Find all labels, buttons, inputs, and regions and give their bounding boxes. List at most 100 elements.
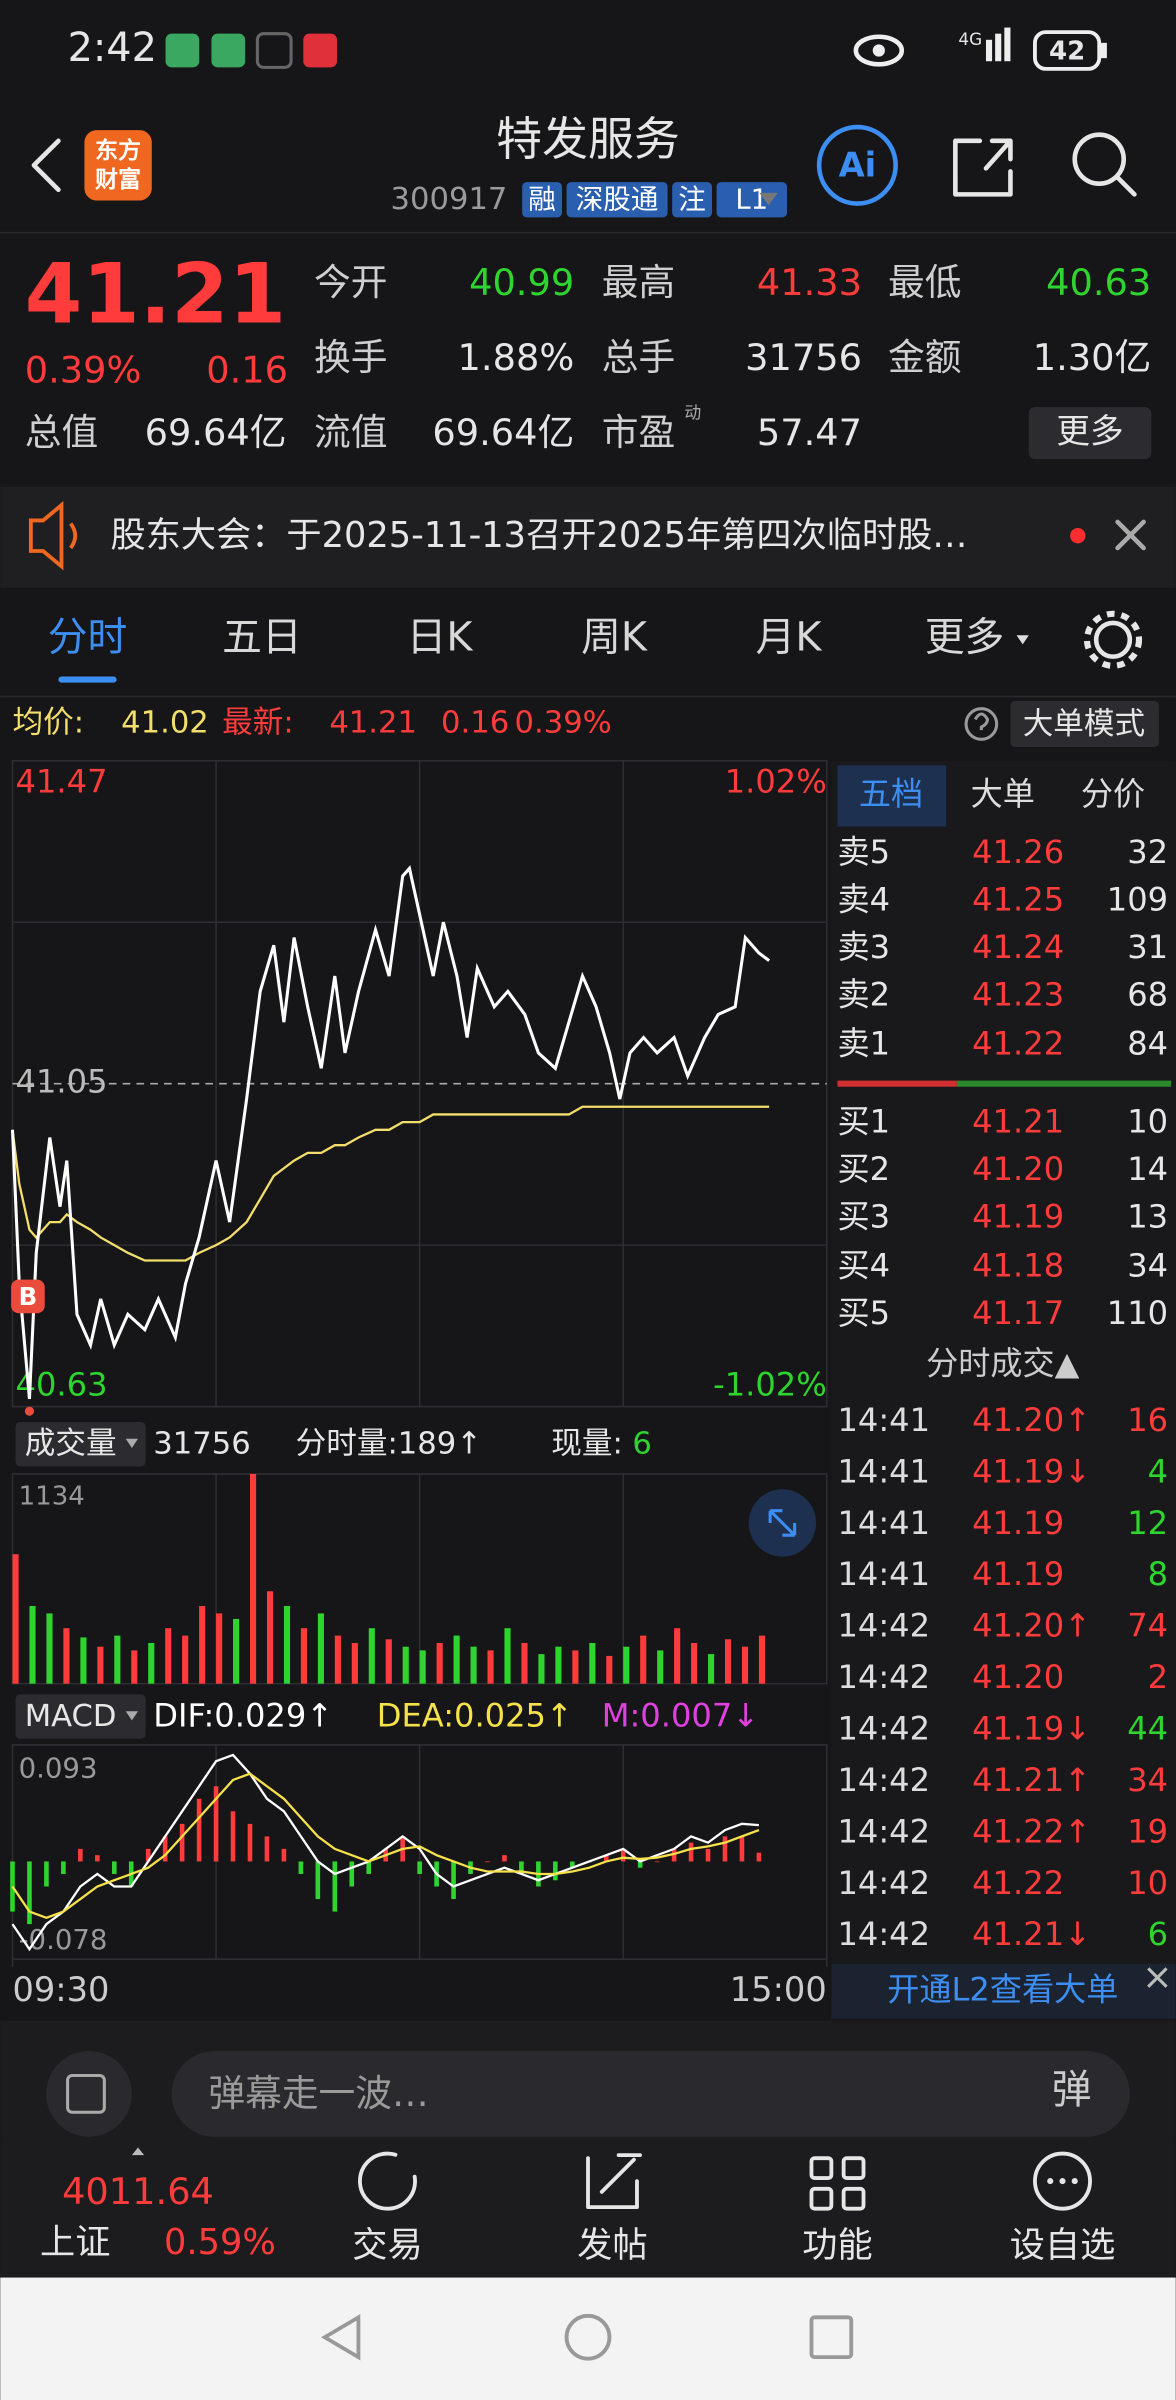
book-tab[interactable]: 大单: [971, 775, 1035, 813]
dropdown-icon[interactable]: [759, 192, 778, 206]
latest-change-pct: 0.39%: [515, 705, 612, 740]
period-tab[interactable]: 周K: [581, 614, 648, 660]
stock-name: 特发服务: [496, 112, 680, 166]
index-change: 0.59%: [164, 2222, 276, 2263]
trade-price: 41.19: [972, 1555, 1064, 1593]
comment-input[interactable]: [171, 2051, 1130, 2137]
buy-marker-dot: [24, 1406, 35, 1416]
index-value[interactable]: 4011.64: [62, 2170, 214, 2213]
trade-time: 14:42: [837, 1761, 930, 1799]
trade-time: 14:42: [837, 1710, 930, 1748]
indicator-name: MACD: [25, 1699, 117, 1734]
avg-price: 41.02: [121, 705, 209, 740]
order-panel: [831, 760, 1176, 2019]
back-button[interactable]: [31, 138, 61, 193]
field-label: 最高: [602, 261, 675, 304]
share-button[interactable]: [953, 138, 1013, 197]
macd-bar: [417, 1861, 422, 1874]
macd-bar: [298, 1861, 304, 1874]
volume-bar: [300, 1628, 308, 1684]
period-tab[interactable]: 月K: [756, 614, 823, 660]
system-back[interactable]: [320, 2313, 361, 2361]
trade-price: 41.22↑: [972, 1812, 1091, 1850]
help-icon[interactable]: [964, 707, 999, 741]
volume-bar: [216, 1613, 223, 1684]
volume-bar: [657, 1650, 664, 1684]
system-nav: [0, 2277, 1176, 2400]
book-price: 41.17: [972, 1294, 1064, 1332]
indicator-select[interactable]: [15, 1694, 146, 1739]
volume-bar: [555, 1646, 562, 1684]
trades-title[interactable]: 分时成交▲: [926, 1344, 1080, 1382]
book-label: 卖4: [837, 881, 890, 919]
logo-text: 东方: [95, 137, 141, 164]
volume-bar: [148, 1642, 155, 1684]
macd-bar: [739, 1836, 745, 1862]
volume-bar: [63, 1628, 70, 1684]
trade-price: 41.21↓: [972, 1915, 1091, 1953]
expand-arrow: [131, 2147, 145, 2156]
system-recent[interactable]: [809, 2315, 854, 2360]
settings-button[interactable]: [1083, 610, 1143, 669]
comment-icon[interactable]: [46, 2051, 132, 2137]
y-tick-label: 41.05: [16, 1063, 108, 1101]
notice-icon: [28, 501, 78, 571]
book-tab[interactable]: 分价: [1081, 775, 1145, 813]
trade-time: 14:41: [837, 1504, 930, 1542]
book-label: 买1: [837, 1102, 890, 1140]
latest-price: 41.21: [329, 705, 417, 740]
period-tab[interactable]: 分时: [48, 614, 128, 660]
book-price: 41.19: [972, 1197, 1064, 1235]
notice-bar[interactable]: [0, 486, 1176, 588]
period-tab[interactable]: 更多: [925, 614, 1005, 660]
nav-item[interactable]: 交易: [352, 2225, 422, 2266]
x-tick-label: 15:00: [730, 1970, 827, 2009]
more-button[interactable]: [1028, 407, 1152, 460]
ai-button[interactable]: [816, 124, 898, 206]
close-notice[interactable]: [1115, 519, 1146, 551]
system-home[interactable]: [564, 2313, 612, 2361]
close-banner[interactable]: [1147, 1967, 1168, 1988]
nav-item[interactable]: 发帖: [577, 2225, 647, 2266]
macd-bar: [332, 1861, 338, 1912]
nav-icons: [358, 2151, 1092, 2211]
book-tab[interactable]: 五档: [859, 775, 923, 813]
minute-volume: 分时量:189↑: [296, 1426, 482, 1461]
period-tab[interactable]: 五日: [222, 614, 302, 660]
volume-label: 成交量: [25, 1426, 117, 1461]
app-logo[interactable]: [84, 130, 152, 201]
indicator-select[interactable]: [15, 1421, 146, 1467]
book-label: 买3: [837, 1197, 890, 1235]
volume-bar: [351, 1642, 358, 1684]
volume-bar: [283, 1606, 291, 1684]
trade-time: 14:42: [837, 1658, 930, 1696]
nav-item[interactable]: 设自选: [1010, 2225, 1116, 2266]
nav-item[interactable]: 功能: [802, 2225, 872, 2266]
volume-bar: [199, 1606, 206, 1684]
book-volume: 84: [1127, 1024, 1168, 1062]
field-value: 41.33: [757, 261, 862, 304]
trade-price: 41.20: [972, 1658, 1064, 1696]
volume-bar: [436, 1642, 443, 1684]
book-volume: 14: [1127, 1150, 1168, 1188]
field-label: 流值: [314, 411, 387, 454]
volume-bar: [708, 1654, 715, 1684]
period-tab[interactable]: 日K: [407, 614, 474, 660]
big-order-button[interactable]: [1010, 701, 1159, 747]
volume-bar: [504, 1628, 511, 1684]
buy-marker-label: B: [19, 1282, 38, 1311]
book-label: 卖2: [837, 975, 890, 1013]
macd-bar: [95, 1855, 100, 1862]
x-tick-label: 09:30: [12, 1970, 109, 2009]
search-button[interactable]: [1072, 132, 1137, 197]
tag: 融: [528, 184, 556, 216]
dropdown-icon: [125, 1438, 138, 1448]
macd-bar: [27, 1861, 32, 1925]
comment-icon-shape: [66, 2073, 106, 2114]
l2-banner[interactable]: [831, 1963, 1176, 2019]
trade-volume: 4: [1148, 1452, 1168, 1490]
danmaku-button[interactable]: 弹: [1052, 2067, 1092, 2113]
